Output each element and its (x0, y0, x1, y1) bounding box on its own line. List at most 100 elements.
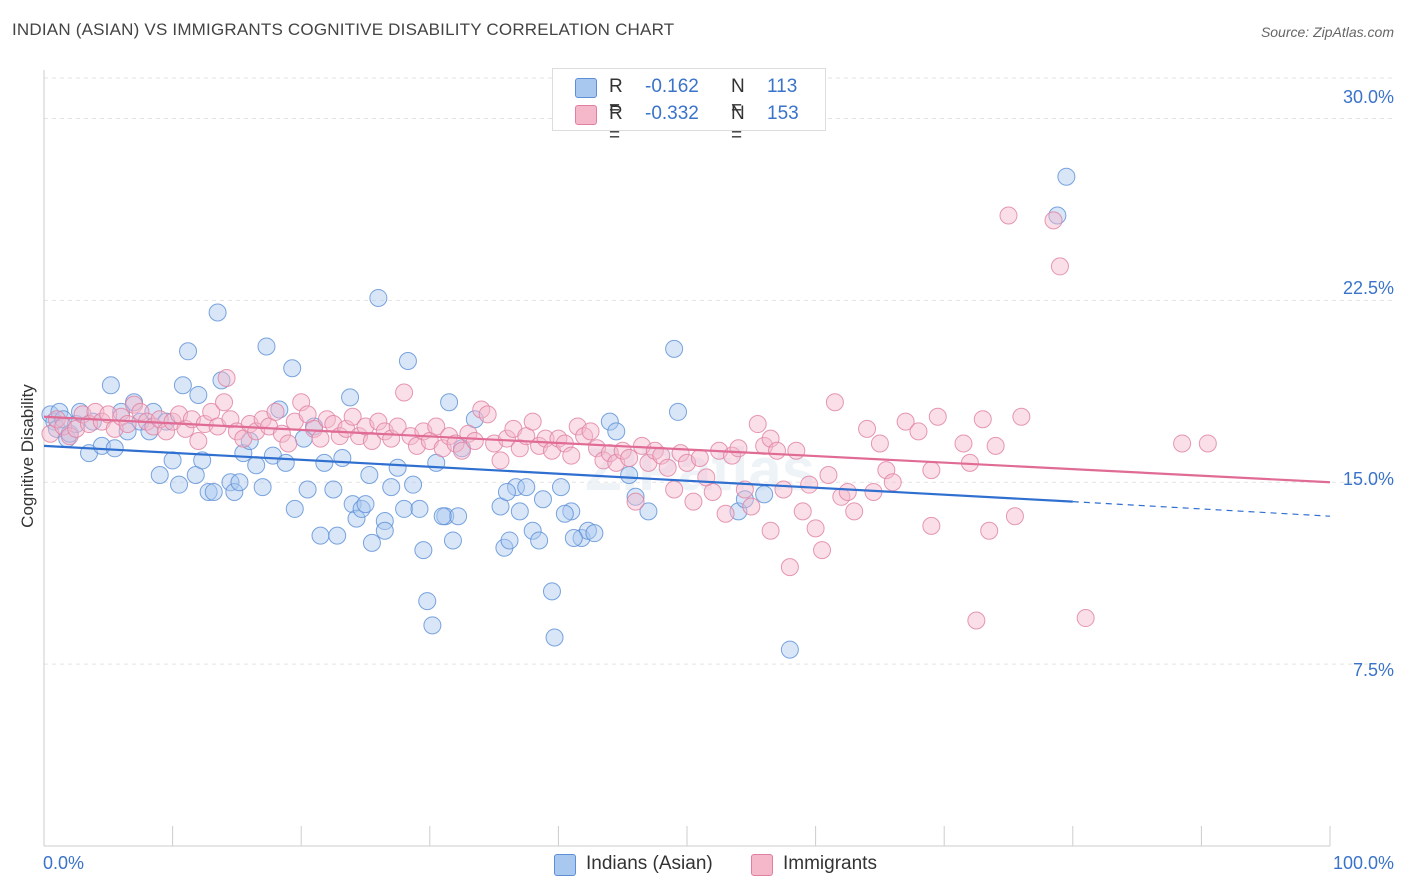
immigrants-point (266, 402, 285, 421)
indians-point (449, 507, 468, 526)
immigrants-point (1005, 507, 1024, 526)
indians-point (276, 453, 295, 472)
indians-point (369, 288, 388, 307)
indians-point (208, 303, 227, 322)
indians-point (545, 628, 564, 647)
immigrants-point (131, 402, 150, 421)
indians-point (341, 388, 360, 407)
indians-point (500, 531, 519, 550)
points-layer (41, 167, 1217, 659)
immigrants-point (1050, 257, 1069, 276)
immigrants-point (125, 395, 144, 414)
immigrants-point (999, 206, 1018, 225)
immigrants-point (217, 368, 236, 387)
immigrants-point (305, 419, 324, 438)
indians-point (362, 533, 381, 552)
indians-point (283, 359, 302, 378)
indians-point (423, 616, 442, 635)
indians-point (551, 478, 570, 497)
indians-point (418, 592, 437, 611)
indians-point (440, 393, 459, 412)
legend-r-label: R = (609, 76, 623, 119)
bottom-legend-swatch-immigrants (751, 854, 773, 876)
trend-layer (43, 415, 1331, 517)
indians-point (253, 478, 272, 497)
chart-title: INDIAN (ASIAN) VS IMMIGRANTS COGNITIVE D… (12, 20, 675, 39)
legend-swatch-indians (575, 78, 597, 98)
indians-point (204, 482, 223, 501)
immigrants-point (523, 412, 542, 431)
immigrants-point (986, 436, 1005, 455)
immigrants-point (491, 451, 510, 470)
indians-point (163, 451, 182, 470)
indians-point (404, 475, 423, 494)
immigrants-point (729, 439, 748, 458)
indians-point (735, 490, 754, 509)
indians-point (755, 485, 774, 504)
indians-point (179, 342, 198, 361)
indians-point (170, 475, 189, 494)
indians-point (530, 531, 549, 550)
legend-n-label: N = (731, 103, 745, 146)
indians-point (523, 521, 542, 540)
immigrants-point (60, 427, 79, 446)
legend-r-value: -0.162 (645, 76, 699, 97)
immigrants-point (793, 502, 812, 521)
legend-n-label: N = (731, 76, 745, 119)
axis-layer (43, 70, 1331, 847)
y-tick-label-7-5: 7.5% (1352, 660, 1394, 680)
immigrants-point (189, 432, 208, 451)
indians-point (382, 478, 401, 497)
immigrants-point (922, 461, 941, 480)
immigrants-point (883, 473, 902, 492)
indians-point (1057, 167, 1076, 186)
indians-point (600, 412, 619, 431)
immigrants-point (427, 417, 446, 436)
indians-point (333, 449, 352, 467)
immigrants-point (980, 521, 999, 540)
immigrants-point (774, 480, 793, 499)
indians-point (247, 456, 266, 475)
immigrants-point (658, 458, 677, 477)
indians-point (375, 521, 394, 540)
immigrants-point (665, 480, 684, 499)
y-tick-label-15: 15.0% (1342, 469, 1394, 489)
immigrants-point (748, 415, 767, 434)
immigrants-point (825, 393, 844, 412)
immigrants-point (1012, 407, 1031, 426)
indians-point (225, 482, 244, 501)
x-tick-label-min: 0.0% (43, 853, 85, 873)
immigrants-point (838, 482, 857, 501)
indians-trend-line (43, 444, 1073, 503)
y-axis-label: Cognitive Disability (18, 384, 37, 528)
immigrants-point (870, 434, 889, 453)
immigrants-point (446, 434, 465, 453)
immigrants-point (742, 497, 761, 516)
indians-point (324, 480, 343, 499)
indians-point (395, 499, 414, 518)
immigrants-point (858, 419, 877, 438)
immigrants-point (497, 429, 516, 448)
indians-point (388, 458, 407, 477)
legend-box: R = -0.162 N = 113 R = -0.332 N = 153 (552, 68, 826, 146)
immigrants-point (813, 541, 832, 560)
indians-point (356, 495, 375, 514)
indians-point (433, 507, 452, 526)
immigrants-point (690, 449, 709, 467)
indians-point (101, 376, 120, 395)
immigrants-point (581, 422, 600, 441)
immigrants-point (118, 415, 137, 434)
indians-point (212, 371, 231, 390)
indians-point (144, 402, 163, 421)
immigrants-point (279, 434, 298, 453)
indians-point (555, 504, 574, 523)
indians-point (221, 473, 240, 492)
immigrants-point (806, 519, 825, 538)
y-tick-label-22-5: 22.5% (1342, 278, 1394, 298)
immigrants-point (478, 405, 497, 424)
indians-point (443, 531, 462, 550)
immigrants-point (343, 407, 362, 426)
indians-point (533, 490, 552, 509)
indians-trend-extension (1072, 501, 1331, 517)
